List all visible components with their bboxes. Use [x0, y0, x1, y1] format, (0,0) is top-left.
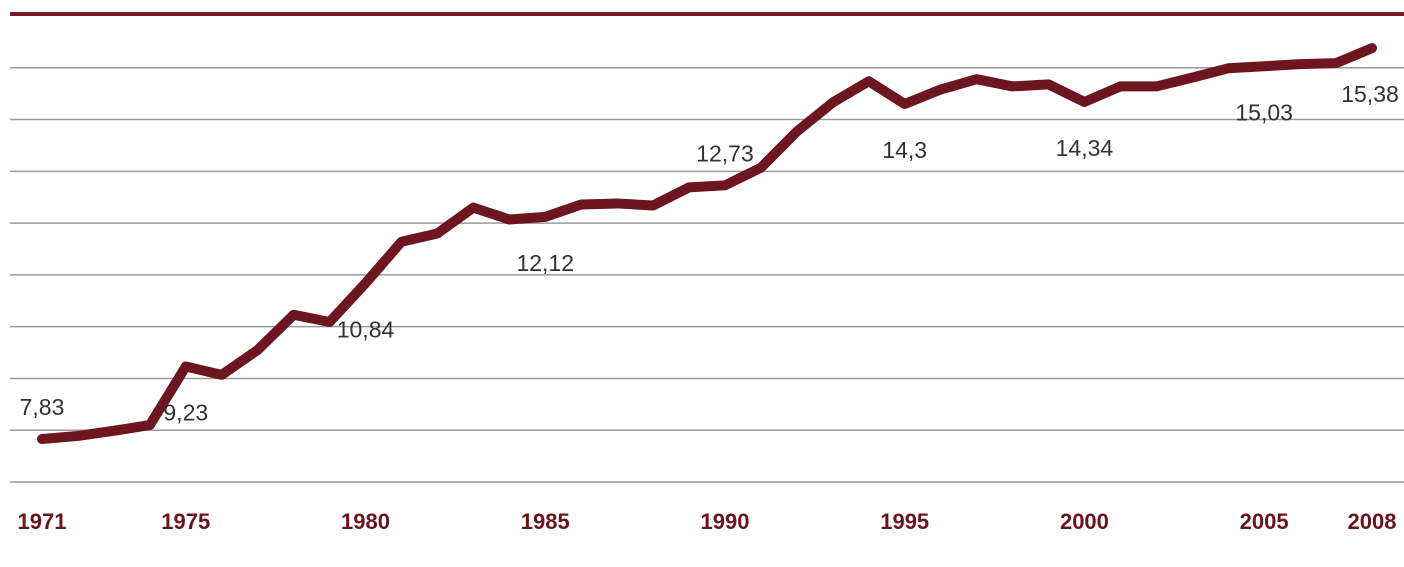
x-tick-label: 1985	[521, 509, 570, 534]
value-label: 12,73	[696, 140, 754, 166]
line-series	[37, 43, 1377, 445]
x-tick-label: 1990	[700, 509, 749, 534]
x-tick-label: 1971	[18, 509, 67, 534]
value-label: 14,34	[1056, 135, 1114, 161]
value-label: 12,12	[516, 250, 574, 276]
value-label: 15,38	[1341, 81, 1399, 107]
x-tick-label: 1975	[161, 509, 210, 534]
x-tick-label: 2008	[1348, 509, 1397, 534]
x-tick-label: 2000	[1060, 509, 1109, 534]
x-tick-label: 1995	[880, 509, 929, 534]
value-label: 10,84	[337, 316, 395, 342]
x-tick-label: 1980	[341, 509, 390, 534]
value-label: 7,83	[20, 394, 65, 420]
value-label: 15,03	[1235, 99, 1293, 125]
value-label: 14,3	[882, 137, 927, 163]
x-tick-label: 2005	[1240, 509, 1289, 534]
value-label: 9,23	[163, 400, 208, 426]
